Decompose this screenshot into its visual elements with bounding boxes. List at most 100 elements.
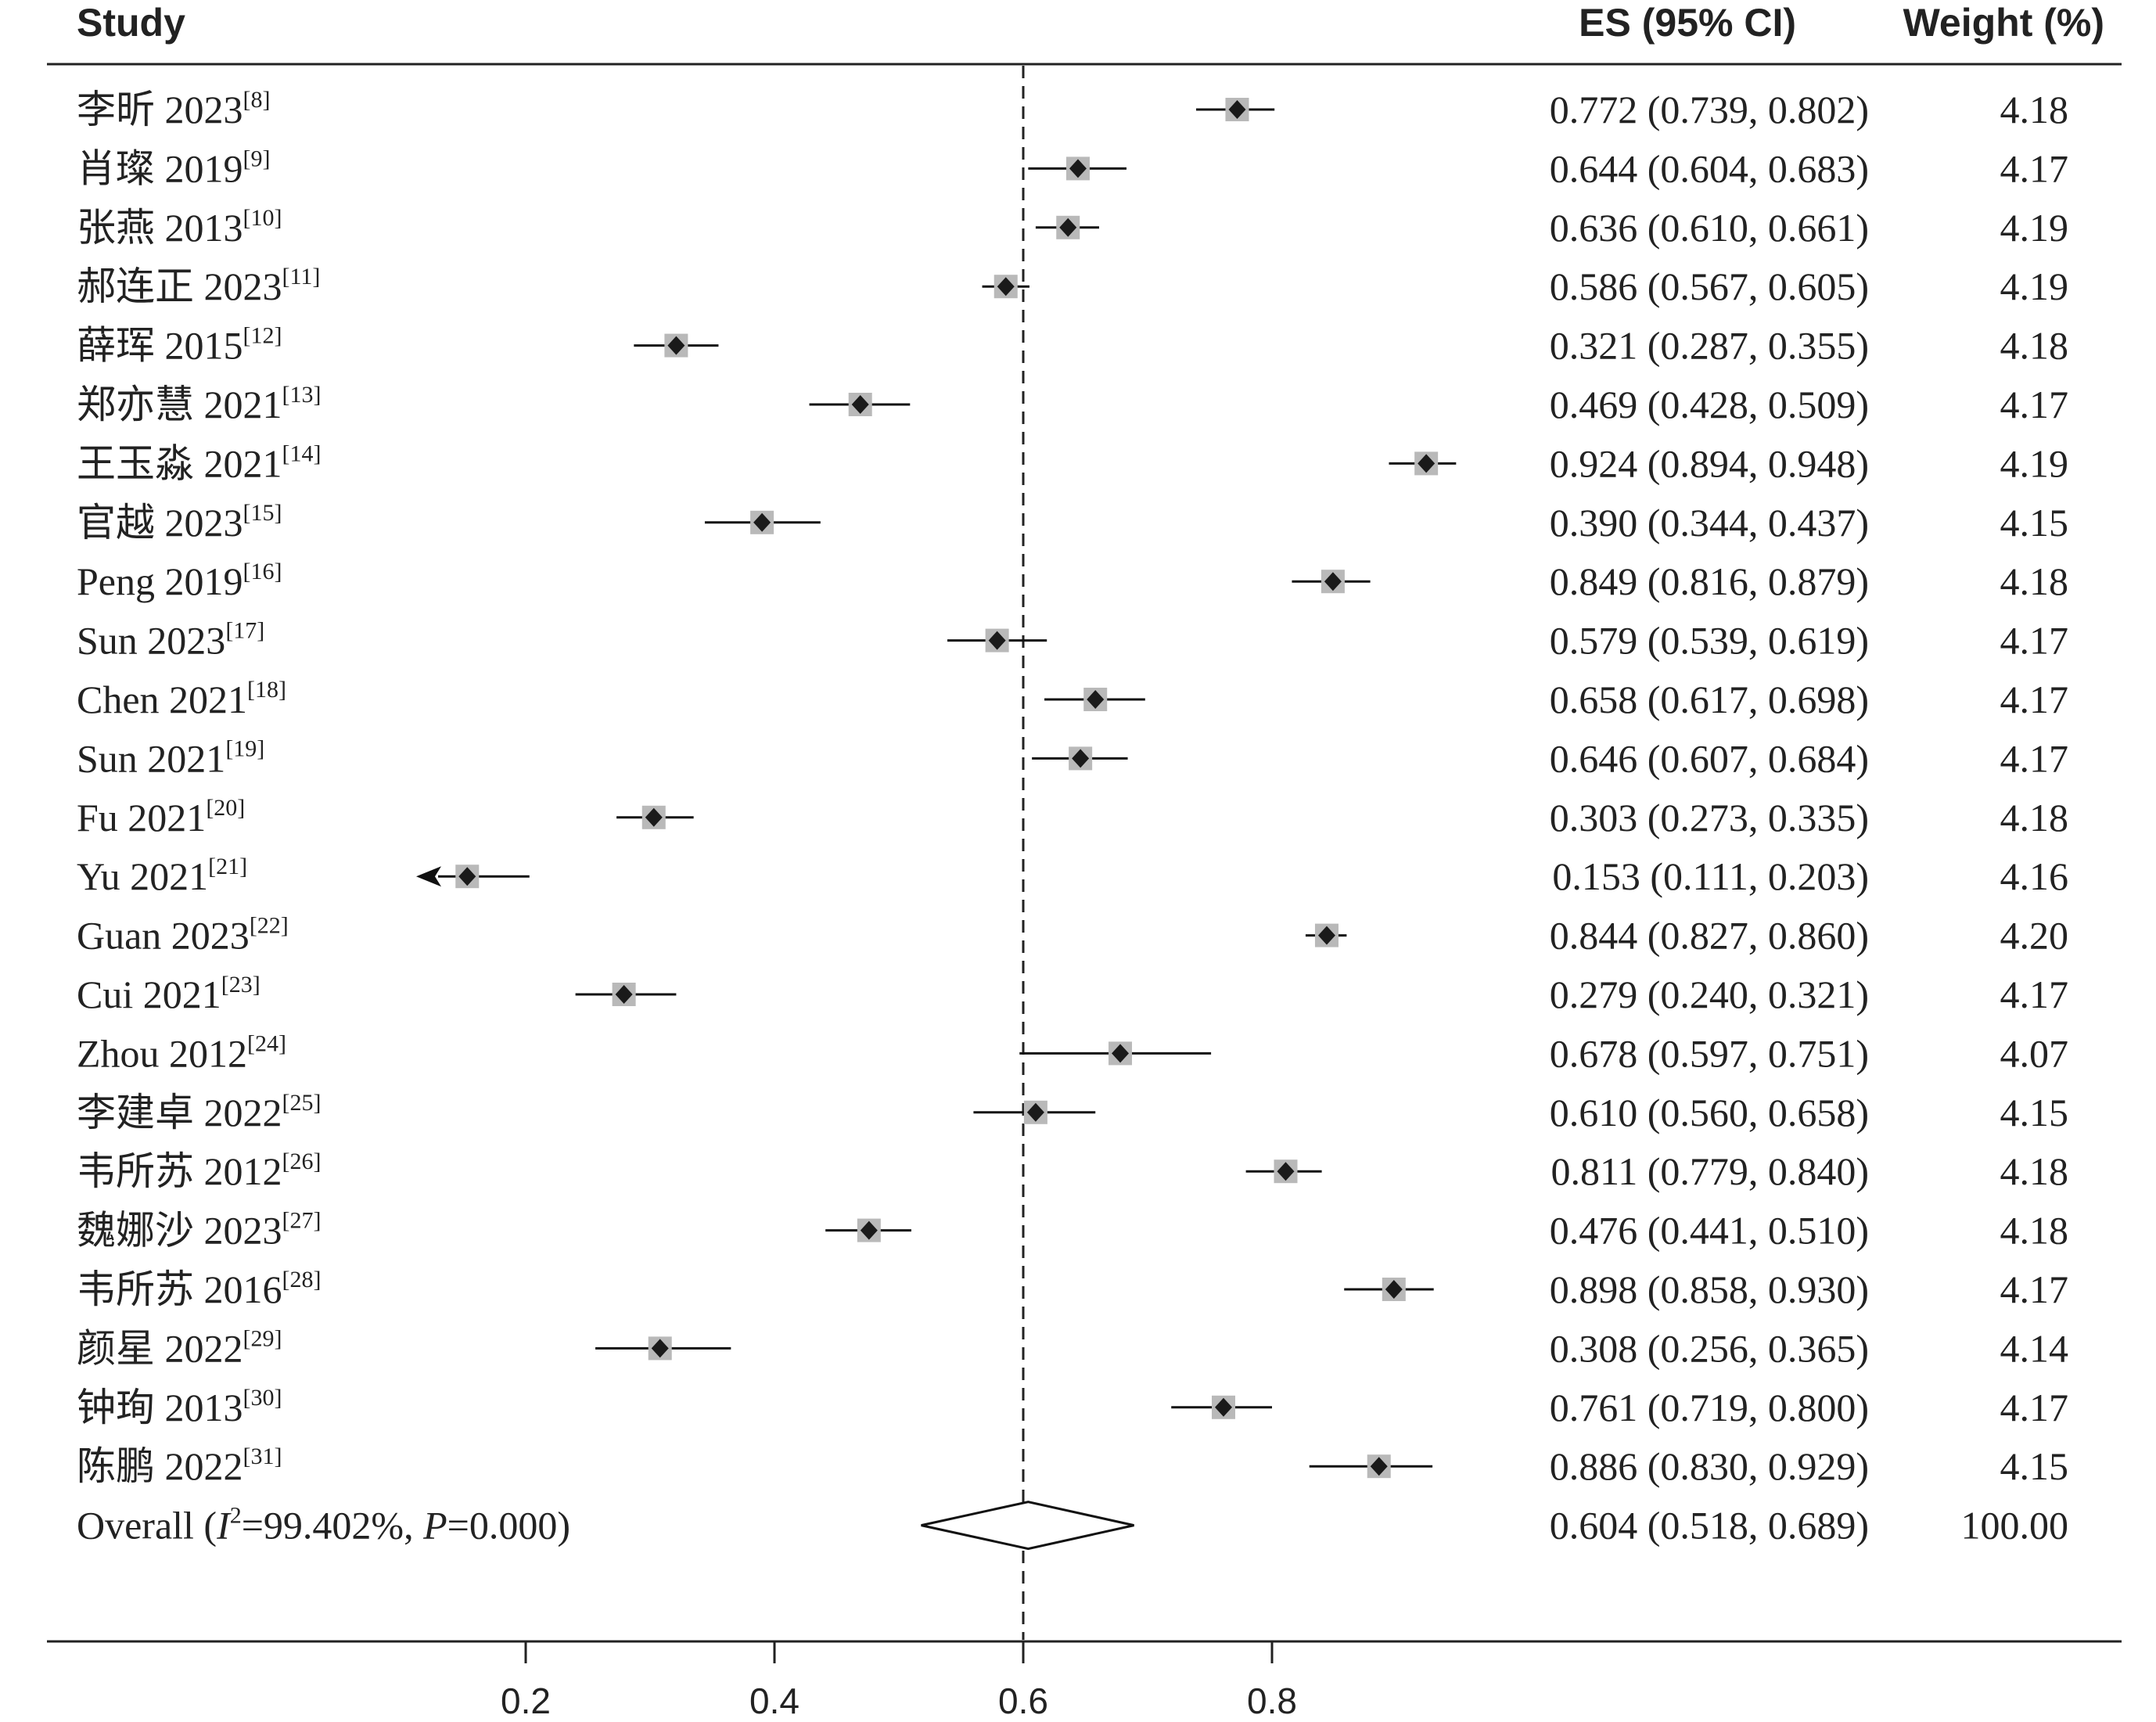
study-ref: [26] [282, 1149, 322, 1174]
study-name: Sun 2021 [77, 736, 225, 780]
point-estimate [667, 336, 685, 355]
point-estimate [1324, 572, 1342, 591]
es-ci-value: 0.886 (0.830, 0.929) [1550, 1444, 1869, 1488]
weight-value: 4.18 [2000, 1149, 2069, 1193]
point-estimate [1069, 159, 1087, 178]
study-ref: [29] [243, 1325, 282, 1351]
point-estimate [1112, 1044, 1130, 1063]
study-row: 陈鹏 2022[31] 0.886 (0.830, 0.929) 4.15 [77, 1443, 2068, 1488]
study-label: Sun 2021[19] [77, 735, 264, 780]
es-ci-value: 0.646 (0.607, 0.684) [1550, 736, 1869, 780]
header-study: Study [77, 1, 185, 45]
study-ref: [9] [243, 146, 271, 171]
es-ci-value: 0.469 (0.428, 0.509) [1550, 383, 1869, 426]
study-row: 郑亦慧 2021[13] 0.469 (0.428, 0.509) 4.17 [77, 382, 2068, 426]
study-label: Cui 2021[23] [77, 972, 261, 1016]
weight-value: 4.14 [2000, 1326, 2069, 1370]
es-ci-value: 0.844 (0.827, 0.860) [1550, 914, 1869, 958]
study-name: Guan 2023 [77, 914, 250, 958]
study-name: 李建卓 2022 [77, 1091, 282, 1134]
study-label: 王玉淼 2021[14] [77, 440, 321, 485]
weight-value: 4.19 [2000, 206, 2069, 250]
study-row: 韦所苏 2016[28] 0.898 (0.858, 0.930) 4.17 [77, 1267, 2068, 1311]
study-label: Chen 2021[18] [77, 677, 286, 721]
study-row: 官越 2023[15] 0.390 (0.344, 0.437) 4.15 [77, 500, 2068, 545]
study-ref: [19] [225, 735, 264, 761]
es-ci-value: 0.308 (0.256, 0.365) [1550, 1326, 1869, 1370]
overall-label-part: I [216, 1504, 232, 1548]
study-label: Peng 2019[16] [77, 559, 282, 603]
point-estimate [1059, 217, 1077, 237]
point-estimate [1214, 1397, 1232, 1417]
study-ref: [8] [243, 87, 271, 113]
weight-value: 4.18 [2000, 88, 2069, 131]
study-name: Zhou 2012 [77, 1031, 247, 1075]
study-row: 王玉淼 2021[14] 0.924 (0.894, 0.948) 4.19 [77, 440, 2068, 485]
x-tick-label: 0.8 [1247, 1681, 1297, 1721]
study-label: 郝连正 2023[11] [77, 264, 320, 308]
x-tick-label: 0.4 [749, 1681, 800, 1721]
study-row: Sun 2021[19] 0.646 (0.607, 0.684) 4.17 [77, 735, 2068, 780]
es-ci-value: 0.761 (0.719, 0.800) [1550, 1386, 1869, 1429]
study-label: 张燕 2013[10] [77, 205, 282, 250]
es-ci-value: 0.678 (0.597, 0.751) [1550, 1031, 1869, 1075]
es-ci-value: 0.658 (0.617, 0.698) [1550, 678, 1869, 721]
overall-label-part: =0.000) [447, 1504, 570, 1548]
header-es: ES (95% CI) [1579, 1, 1796, 45]
study-row: 颜星 2022[29] 0.308 (0.256, 0.365) 4.14 [77, 1325, 2068, 1370]
study-ref: [23] [221, 972, 261, 998]
study-label: 薛珲 2015[12] [77, 323, 282, 368]
weight-value: 4.16 [2000, 854, 2069, 898]
study-row: Zhou 2012[24] 0.678 (0.597, 0.751) 4.07 [77, 1030, 2068, 1075]
weight-value: 4.17 [2000, 1267, 2069, 1311]
point-estimate [1277, 1162, 1295, 1181]
study-label: Zhou 2012[24] [77, 1030, 286, 1075]
es-ci-value: 0.586 (0.567, 0.605) [1550, 264, 1869, 308]
point-estimate [458, 867, 476, 886]
weight-value: 4.18 [2000, 1209, 2069, 1253]
study-name: 韦所苏 2016 [77, 1267, 282, 1311]
study-label: 肖璨 2019[9] [77, 146, 270, 190]
es-ci-value: 0.610 (0.560, 0.658) [1550, 1091, 1869, 1134]
overall-label-part: 2 [230, 1503, 242, 1529]
point-estimate [851, 395, 869, 414]
weight-value: 4.17 [2000, 678, 2069, 721]
es-ci-value: 0.849 (0.816, 0.879) [1550, 559, 1869, 603]
study-name: 肖璨 2019 [77, 146, 243, 190]
weight-value: 4.15 [2000, 1091, 2069, 1134]
point-estimate [1026, 1102, 1044, 1122]
point-estimate [1087, 690, 1105, 709]
study-row: 魏娜沙 2023[27] 0.476 (0.441, 0.510) 4.18 [77, 1208, 2068, 1253]
study-ref: [13] [282, 382, 322, 408]
study-row: Guan 2023[22] 0.844 (0.827, 0.860) 4.20 [77, 913, 2068, 958]
weight-value: 4.17 [2000, 972, 2069, 1016]
study-name: 颜星 2022 [77, 1326, 243, 1370]
weight-value: 4.20 [2000, 914, 2069, 958]
weight-value: 4.17 [2000, 736, 2069, 780]
study-name: 官越 2023 [77, 501, 243, 545]
overall-weight: 100.00 [1961, 1504, 2069, 1548]
overall-label-part: =99.402%, [242, 1504, 423, 1548]
es-ci-value: 0.579 (0.539, 0.619) [1550, 619, 1869, 663]
study-ref: [28] [282, 1267, 322, 1292]
study-label: 韦所苏 2012[26] [77, 1149, 321, 1193]
study-name: 魏娜沙 2023 [77, 1209, 282, 1253]
es-ci-value: 0.898 (0.858, 0.930) [1550, 1267, 1869, 1311]
weight-value: 4.15 [2000, 1444, 2069, 1488]
weight-value: 4.07 [2000, 1031, 2069, 1075]
point-estimate [753, 512, 771, 532]
study-label: 郑亦慧 2021[13] [77, 382, 321, 426]
point-estimate [645, 807, 663, 827]
point-estimate [1072, 749, 1090, 768]
point-estimate [1418, 454, 1436, 473]
study-row: 钟珣 2013[30] 0.761 (0.719, 0.800) 4.17 [77, 1385, 2068, 1429]
study-ref: [14] [282, 440, 322, 466]
study-ref: [16] [243, 559, 282, 584]
overall-es-ci: 0.604 (0.518, 0.689) [1550, 1504, 1869, 1548]
study-name: 陈鹏 2022 [77, 1444, 243, 1488]
study-name: Yu 2021 [77, 854, 208, 898]
weight-value: 4.17 [2000, 146, 2069, 190]
study-ref: [25] [282, 1090, 322, 1116]
es-ci-value: 0.644 (0.604, 0.683) [1550, 146, 1869, 190]
